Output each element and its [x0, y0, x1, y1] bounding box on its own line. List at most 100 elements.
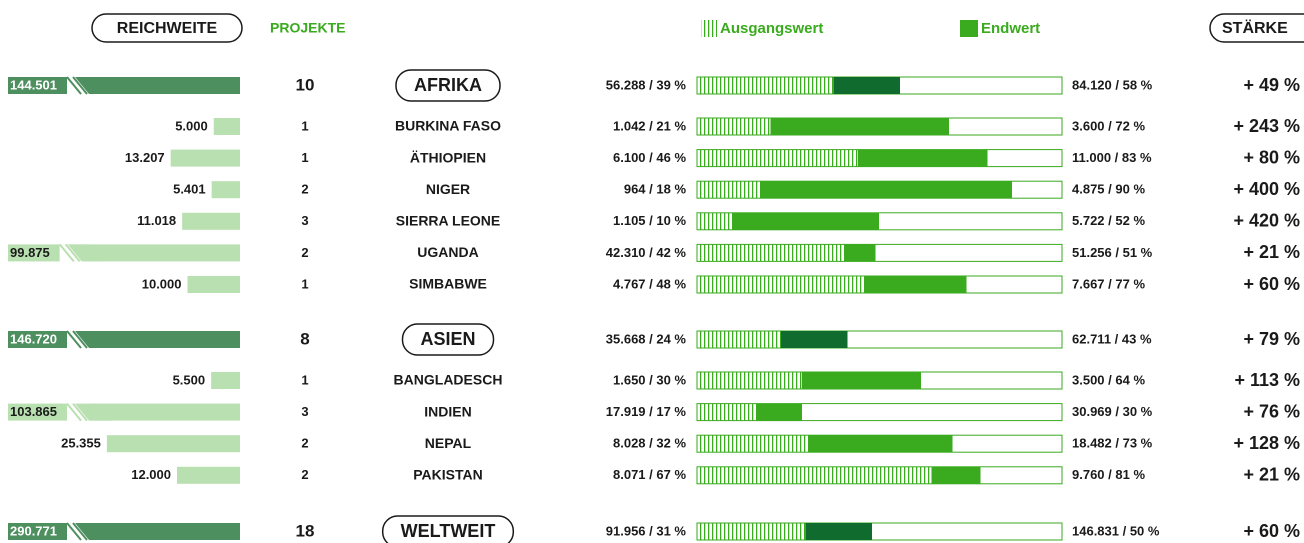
- break-line: [66, 402, 82, 422]
- start-label: 35.668 / 24 %: [606, 331, 687, 346]
- strength: + 420 %: [1233, 211, 1300, 231]
- strength: + 113 %: [1234, 370, 1300, 390]
- projects: 1: [301, 372, 308, 387]
- reach-bar: [170, 149, 240, 167]
- name: AFRIKA: [414, 75, 482, 95]
- start-bar: [697, 523, 806, 540]
- name: INDIEN: [424, 403, 471, 419]
- name: NIGER: [426, 181, 470, 197]
- name: WELTWEIT: [401, 521, 496, 541]
- end-label: 3.500 / 64 %: [1072, 372, 1145, 387]
- strength: + 21 %: [1243, 242, 1300, 262]
- strength: + 243 %: [1233, 116, 1300, 136]
- break-cover: [59, 244, 68, 262]
- break: [75, 77, 111, 94]
- strength: + 60 %: [1243, 274, 1300, 294]
- end-label: 30.969 / 30 %: [1072, 404, 1153, 419]
- name: ASIEN: [420, 329, 475, 349]
- name: SIMBABWE: [409, 276, 487, 292]
- reach-label: 10.000: [142, 276, 182, 291]
- reach-bar: [8, 523, 240, 540]
- reach-label: 144.501: [10, 77, 57, 92]
- break-line: [58, 243, 75, 263]
- start-bar: [697, 331, 781, 348]
- strength: + 21 %: [1243, 465, 1300, 485]
- projects: 2: [301, 467, 308, 482]
- reach-bar: [211, 372, 240, 389]
- start-label: 56.288 / 39 %: [606, 77, 687, 92]
- break-line: [72, 522, 88, 541]
- legend-end-icon: [960, 20, 978, 37]
- start-label: 1.105 / 10 %: [613, 213, 686, 228]
- reach-bar: [8, 403, 240, 421]
- start-label: 1.042 / 21 %: [613, 118, 686, 133]
- end-label: 51.256 / 51 %: [1072, 245, 1153, 260]
- reach-header: REICHWEITE: [117, 20, 218, 37]
- start-label: 964 / 18 %: [624, 182, 687, 197]
- strength: + 49 %: [1243, 75, 1300, 95]
- legend-start: Ausgangswert: [720, 20, 823, 37]
- reach-label: 12.000: [131, 467, 171, 482]
- start-bar: [697, 212, 732, 230]
- reach-bar: [213, 118, 240, 135]
- projects: 8: [300, 329, 309, 348]
- start-label: 6.100 / 46 %: [613, 150, 686, 165]
- start-bar: [697, 244, 844, 262]
- reach-pill: [91, 13, 243, 43]
- reach-label: 103.865: [10, 404, 57, 419]
- break: [75, 403, 111, 421]
- end-label: 62.711 / 43 %: [1072, 331, 1152, 346]
- name: NEPAL: [425, 435, 472, 451]
- projects: 1: [301, 276, 308, 291]
- end-label: 3.600 / 72 %: [1072, 118, 1145, 133]
- end-label: 11.000 / 83 %: [1072, 150, 1152, 165]
- end-bar: [802, 372, 921, 389]
- break-line: [66, 522, 82, 541]
- start-bar: [697, 181, 760, 199]
- strength: + 128 %: [1233, 433, 1300, 453]
- start-label: 4.767 / 48 %: [613, 276, 686, 291]
- break-cover: [67, 523, 75, 540]
- end-bar: [732, 212, 879, 230]
- name: PAKISTAN: [413, 467, 482, 483]
- reach-bar: [106, 435, 240, 453]
- start-bar: [697, 149, 858, 167]
- start-bar: [697, 435, 809, 453]
- end-bar: [858, 149, 988, 167]
- break: [67, 244, 104, 262]
- legend-end: Endwert: [981, 20, 1040, 37]
- break-cover: [67, 403, 75, 421]
- name: BANGLADESCH: [394, 372, 503, 388]
- end-bar: [756, 403, 802, 421]
- end-label: 7.667 / 77 %: [1072, 276, 1145, 291]
- projects: 10: [296, 75, 315, 94]
- start-label: 17.919 / 17 %: [606, 404, 687, 419]
- projects: 2: [301, 245, 308, 260]
- start-bar: [697, 276, 865, 293]
- start-bar: [697, 403, 757, 421]
- start-bar: [697, 466, 932, 484]
- projects: 2: [301, 436, 308, 451]
- end-label: 146.831 / 50 %: [1072, 523, 1160, 538]
- start-bar: [697, 77, 834, 94]
- end-bar: [931, 466, 981, 484]
- break-line: [66, 76, 82, 95]
- break-cover: [67, 77, 75, 94]
- break: [75, 331, 111, 348]
- break-cover: [67, 331, 75, 348]
- end-bar: [760, 181, 1012, 199]
- break-line: [64, 243, 81, 263]
- projects: 1: [301, 118, 308, 133]
- end-bar: [809, 435, 953, 453]
- strength: + 76 %: [1243, 401, 1300, 421]
- reach-bar: [211, 181, 240, 199]
- name-pill: [395, 69, 501, 102]
- start-label: 8.028 / 32 %: [613, 436, 686, 451]
- projects: 1: [301, 150, 308, 165]
- projects-header: PROJEKTE: [270, 20, 345, 36]
- end-label: 18.482 / 73 %: [1072, 436, 1153, 451]
- break: [75, 523, 111, 540]
- reach-bar: [8, 331, 240, 348]
- end-label: 84.120 / 58 %: [1072, 77, 1153, 92]
